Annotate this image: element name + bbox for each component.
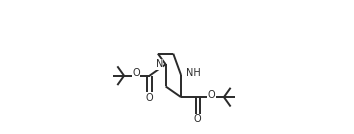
Text: O: O bbox=[208, 90, 215, 100]
Text: O: O bbox=[194, 114, 201, 124]
Text: N: N bbox=[155, 59, 163, 69]
Text: O: O bbox=[132, 68, 140, 78]
Text: NH: NH bbox=[186, 68, 200, 78]
Text: O: O bbox=[146, 93, 153, 103]
